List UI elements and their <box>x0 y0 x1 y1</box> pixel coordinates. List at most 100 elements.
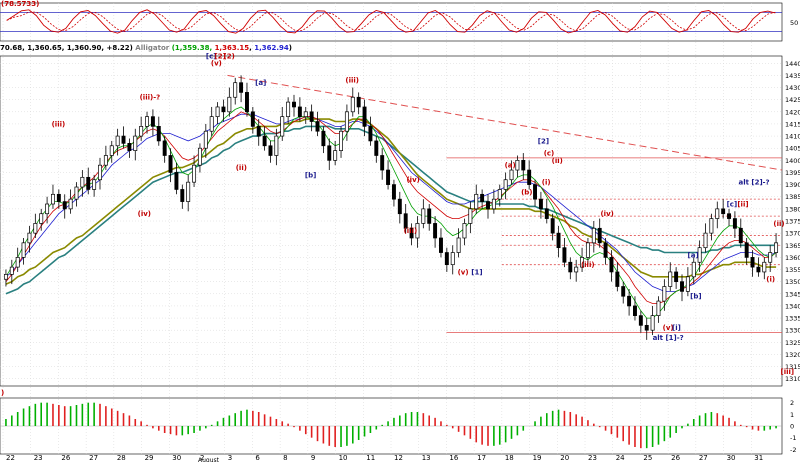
candle-body <box>51 193 55 205</box>
candle-body <box>415 223 420 239</box>
ma-olive-line <box>5 118 777 285</box>
candle-body <box>368 126 373 142</box>
candle-body <box>774 242 779 253</box>
candle-body <box>250 111 255 127</box>
candle-body <box>456 237 461 253</box>
candle-body <box>650 315 655 331</box>
y-tick-label: 1345 <box>785 290 800 298</box>
candle-body <box>139 126 144 137</box>
candle-body <box>156 126 161 142</box>
candle-body <box>115 135 120 147</box>
y-tick-label: 1405 <box>785 145 800 153</box>
y-tick-label: 1320 <box>785 351 800 359</box>
candle-body <box>427 208 432 224</box>
y-tick-label: 1385 <box>785 193 800 201</box>
x-tick-label: 26 <box>61 454 70 462</box>
wave-label: (iv) <box>138 210 151 218</box>
candle-body <box>721 208 726 215</box>
candle-body <box>39 213 44 224</box>
candle-body <box>691 261 696 278</box>
stoch-d-line <box>6 11 776 32</box>
candle-body <box>380 155 385 171</box>
x-tick-label: 22 <box>6 454 15 462</box>
wave-label: [1] <box>471 268 482 276</box>
wave-label: (2) <box>224 52 235 60</box>
candle-body <box>68 198 73 210</box>
y-tick-label: 1365 <box>785 242 800 250</box>
candle-body <box>662 286 667 302</box>
candle-body <box>209 116 214 132</box>
x-tick-label: 23 <box>34 454 43 462</box>
candle-body <box>127 143 132 151</box>
candle-body <box>15 257 20 268</box>
candle-body <box>203 130 208 149</box>
candle-body <box>603 242 608 258</box>
price-panel-border <box>0 55 783 387</box>
candle-body <box>192 164 197 183</box>
stoch-readout: (78.5733) <box>1 0 40 8</box>
candle-body <box>609 257 614 273</box>
wave-label: (b) <box>521 188 532 196</box>
candle-body <box>356 96 361 108</box>
candle-body <box>92 179 97 190</box>
wave-label: (i) <box>766 276 775 284</box>
candle-body <box>627 295 632 307</box>
candle-body <box>503 179 508 190</box>
candle-body <box>221 106 226 113</box>
candle-body <box>350 96 355 113</box>
y-tick-label: 1350 <box>785 278 800 286</box>
x-tick-label: 8 <box>283 454 287 462</box>
candle-body <box>280 116 285 137</box>
x-tick-label: 25 <box>643 454 652 462</box>
x-tick-label: 30 <box>172 454 181 462</box>
candle-body <box>709 218 714 234</box>
candle-body <box>333 150 338 161</box>
candle-body <box>45 203 50 215</box>
y-tick-label: 1380 <box>785 205 800 213</box>
wave-label: (a) <box>505 162 516 170</box>
wave-label: alt [1]-? <box>653 334 684 342</box>
candle-body <box>3 274 8 280</box>
y-tick-label: 1360 <box>785 254 800 262</box>
ma-teal-line <box>5 125 777 295</box>
candle-body <box>439 237 443 253</box>
candle-body <box>174 172 179 190</box>
candle-body <box>656 300 661 316</box>
candle-body <box>233 82 238 98</box>
y-tick-label: 1310 <box>785 375 800 383</box>
candle-body <box>339 130 343 151</box>
x-tick-label: 18 <box>505 454 514 462</box>
wave-label: [c] <box>727 200 738 208</box>
wave-label: (v) <box>211 60 222 68</box>
candle-body <box>621 286 626 297</box>
y-tick-label: 1330 <box>785 327 800 335</box>
x-tick-label: 13 <box>422 454 431 462</box>
x-month-label: August <box>198 457 220 462</box>
x-tick-label: 30 <box>727 454 736 462</box>
x-tick-label: 26 <box>671 454 680 462</box>
candle-body <box>633 305 637 316</box>
ao-tick-label: 1 <box>790 411 794 419</box>
x-tick-label: 12 <box>394 454 403 462</box>
alligator-teeth-value: 1,363.15 <box>214 44 250 52</box>
x-tick-label: 6 <box>255 454 260 462</box>
candle-body <box>162 140 167 156</box>
x-tick-label: 24 <box>616 454 625 462</box>
x-tick-label: 28 <box>117 454 126 462</box>
candle-body <box>239 82 244 93</box>
x-tick-label: 31 <box>754 454 763 462</box>
wave-label: (ii) <box>552 157 563 165</box>
candle-body <box>762 261 767 273</box>
y-tick-label: 1375 <box>785 218 800 226</box>
stoch-k-line <box>6 9 776 34</box>
x-tick-label: 17 <box>477 454 486 462</box>
indicator-name: Alligator <box>135 44 170 52</box>
candle-body <box>703 232 708 249</box>
candle-body <box>732 218 737 229</box>
candle-body <box>574 266 579 273</box>
candle-body <box>674 271 679 283</box>
candle-body <box>344 111 349 132</box>
x-tick-label: 27 <box>89 454 98 462</box>
candle-body <box>585 242 590 258</box>
